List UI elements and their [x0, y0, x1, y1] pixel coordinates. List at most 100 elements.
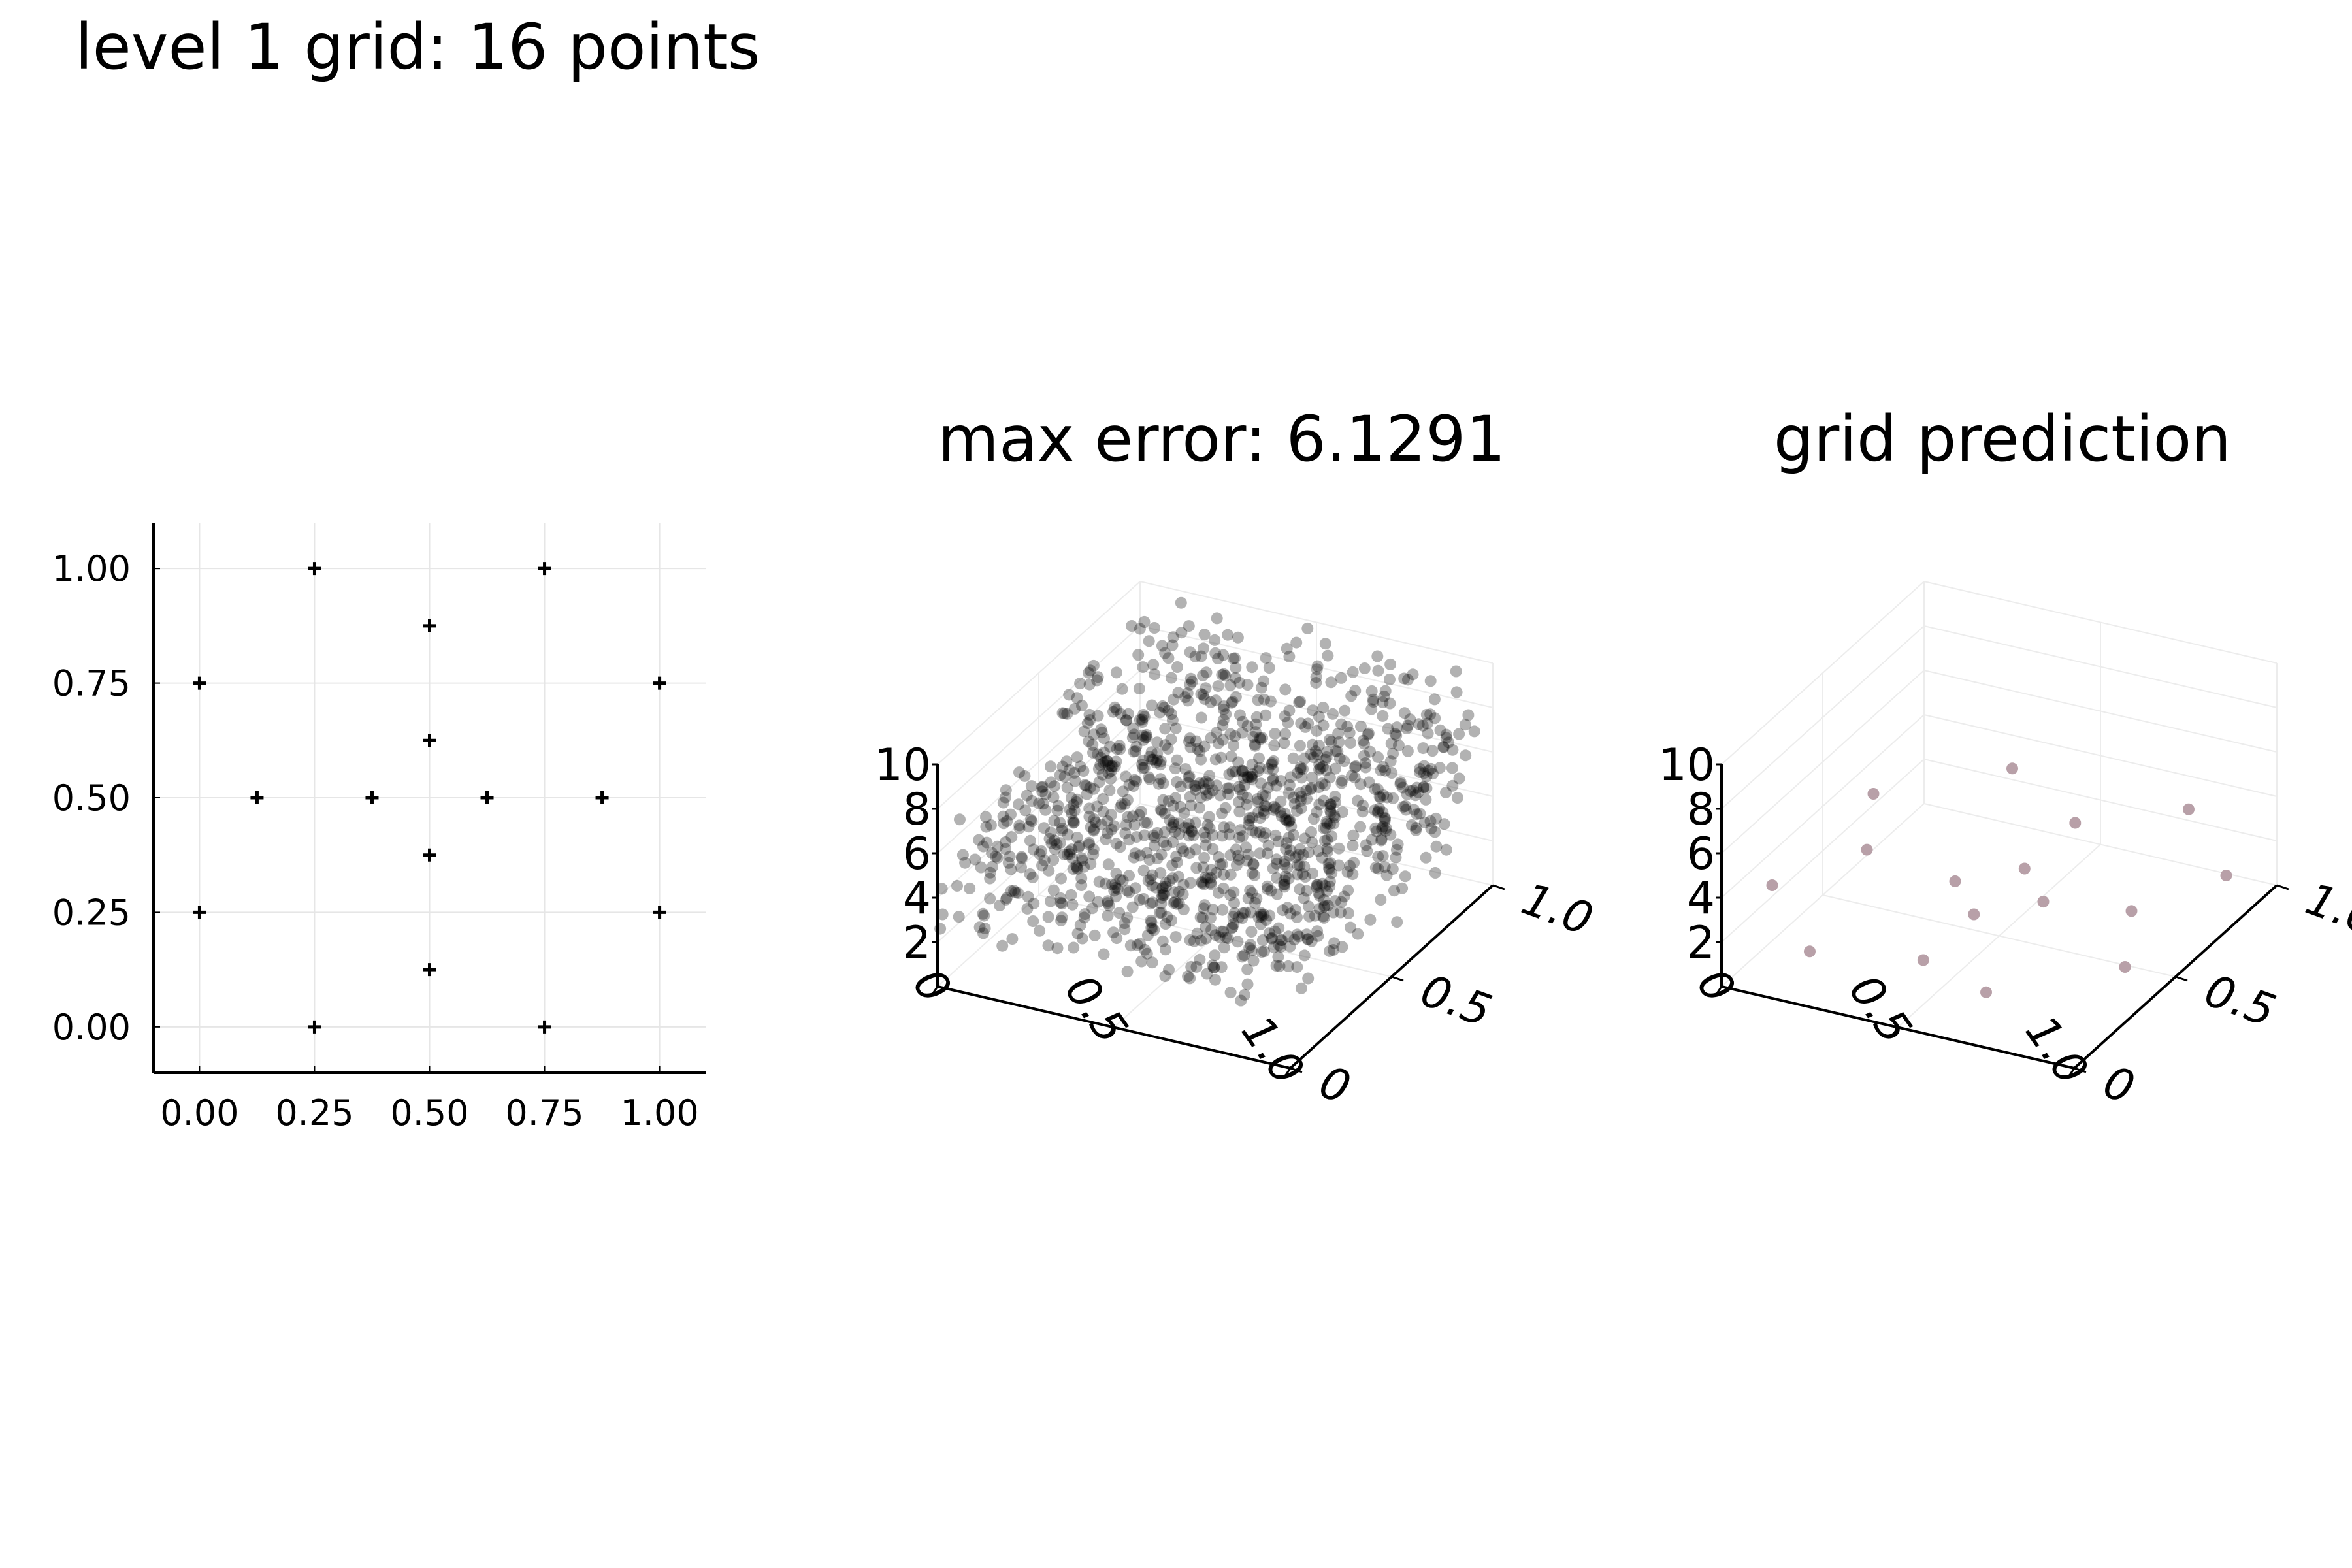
sample-point	[1281, 862, 1294, 874]
sample-point	[1391, 916, 1403, 928]
sample-point	[1137, 893, 1150, 905]
sample-point	[984, 872, 996, 885]
sample-point	[1114, 743, 1126, 755]
sample-point	[1333, 736, 1345, 748]
sample-point	[969, 853, 981, 866]
sample-point	[1077, 765, 1090, 777]
sample-point	[1422, 727, 1434, 740]
sample-point	[1367, 696, 1380, 708]
grid-point-marker	[193, 906, 206, 919]
sample-point	[1130, 775, 1143, 787]
sample-point	[1322, 862, 1335, 874]
sample-point	[1322, 899, 1334, 911]
sample-point	[1258, 805, 1270, 817]
sample-point	[1266, 932, 1278, 944]
sample-point	[1326, 867, 1338, 879]
sample-point	[1067, 863, 1079, 875]
sample-point	[1265, 885, 1277, 897]
sample-point	[1167, 631, 1179, 644]
sample-point	[1241, 720, 1254, 732]
sample-point	[1418, 781, 1429, 794]
sample-point	[1275, 934, 1287, 947]
3d-grid-line	[1139, 714, 1494, 797]
prediction-point	[2069, 817, 2082, 829]
sample-point	[1134, 894, 1146, 906]
sample-point	[1034, 848, 1046, 860]
sample-point	[1361, 845, 1373, 857]
sample-point	[1288, 798, 1301, 810]
sample-point	[1186, 826, 1198, 838]
sample-point	[1177, 879, 1190, 891]
sample-point	[1324, 805, 1337, 817]
sample-point	[1151, 754, 1164, 766]
y-tick-label: 0.5	[1414, 965, 1498, 1037]
sample-point	[1384, 828, 1397, 841]
sample-point	[1083, 838, 1095, 851]
x-tick-label: 1.0	[2015, 1007, 2098, 1094]
sample-point	[1294, 843, 1306, 855]
sample-point	[1219, 802, 1232, 814]
sample-point	[1418, 760, 1430, 772]
sample-point	[1294, 763, 1307, 776]
sample-point	[1156, 892, 1168, 904]
sample-point	[1174, 800, 1186, 813]
sample-point	[1312, 845, 1324, 857]
sample-point	[1428, 693, 1441, 706]
sample-point	[1234, 824, 1247, 836]
sample-point	[1005, 808, 1017, 821]
sample-point	[1252, 911, 1265, 924]
sample-point	[1440, 728, 1452, 741]
sample-point	[1145, 914, 1157, 926]
sample-point	[1341, 866, 1354, 878]
sample-point	[1324, 875, 1336, 888]
sample-point	[1143, 773, 1156, 785]
prediction-point-markers	[1766, 762, 2232, 998]
sample-point	[1440, 732, 1452, 744]
sample-point	[1013, 819, 1026, 832]
sample-point	[1232, 781, 1245, 793]
sample-point	[1139, 816, 1151, 828]
sample-point	[1065, 889, 1077, 901]
y-tick-mark	[1391, 975, 1404, 982]
3d-grid-line	[1822, 894, 2176, 977]
sample-point	[1153, 907, 1166, 919]
sample-point	[1344, 860, 1356, 872]
sample-point	[1297, 763, 1309, 776]
y-tick-label: 0.00	[52, 1007, 131, 1048]
sample-point	[1045, 776, 1057, 789]
sample-point	[1074, 760, 1086, 773]
sample-point	[1396, 882, 1409, 894]
3d-grid-lines	[1721, 581, 2278, 1069]
max-error-title: max error: 6.1291	[938, 402, 1505, 476]
sample-point	[1120, 714, 1133, 727]
sample-point	[1061, 849, 1073, 861]
sample-point	[1183, 847, 1196, 860]
sample-point	[1330, 745, 1342, 757]
sample-point	[1358, 738, 1371, 750]
sample-point	[1182, 970, 1194, 983]
sample-point	[1200, 682, 1212, 694]
x-tick-mark	[1714, 986, 1723, 997]
z-tick-label: 4	[903, 873, 931, 924]
sample-point	[1239, 906, 1251, 919]
sample-point	[1019, 804, 1032, 817]
sample-point	[1288, 934, 1301, 946]
sample-point	[1241, 679, 1254, 691]
sample-point	[1184, 678, 1196, 691]
sample-point	[1401, 674, 1414, 686]
sample-point	[1272, 951, 1284, 963]
sample-point	[1282, 930, 1295, 943]
sample-point	[1177, 904, 1190, 916]
sample-point	[1045, 895, 1056, 907]
prediction-point	[1804, 945, 1816, 958]
sample-point	[1397, 781, 1409, 794]
sample-point	[1208, 961, 1220, 973]
sample-point	[1205, 872, 1217, 884]
sample-point	[1151, 827, 1164, 839]
sample-point	[1224, 868, 1237, 881]
sample-point	[1278, 858, 1290, 871]
sample-point	[1128, 774, 1141, 786]
sample-point	[1391, 721, 1403, 734]
sample-point	[1336, 806, 1348, 819]
sample-point	[1083, 708, 1096, 721]
